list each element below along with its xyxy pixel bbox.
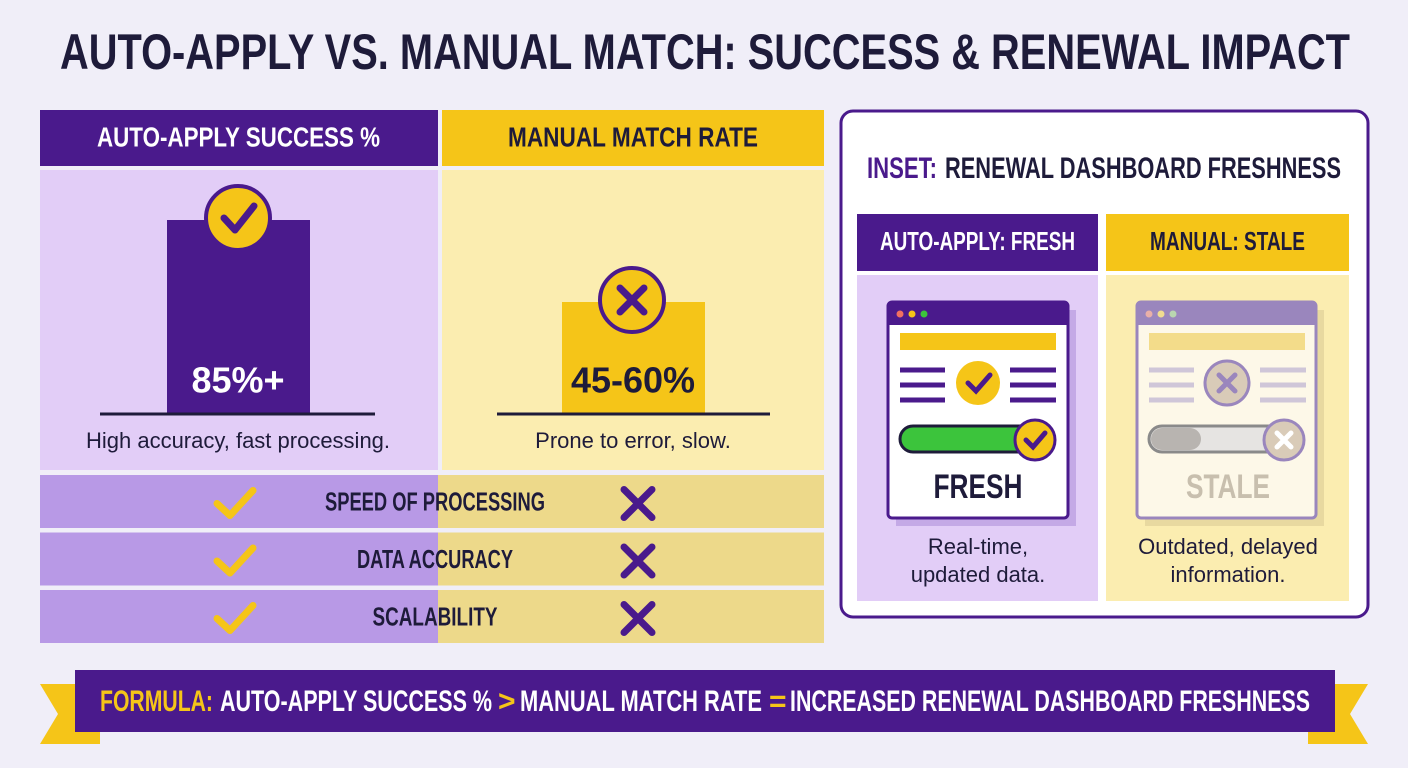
panel-header-text: MANUAL: STALE xyxy=(1150,226,1305,256)
column-header-text: AUTO-APPLY SUCCESS % xyxy=(97,121,380,152)
caption: High accuracy, fast processing. xyxy=(86,428,390,453)
status: STALE xyxy=(1186,468,1270,506)
value-label: 45-60% xyxy=(571,360,695,401)
status: FRESH xyxy=(934,468,1023,506)
criteria-cell xyxy=(438,475,824,528)
dot xyxy=(1157,310,1165,318)
check-badge xyxy=(1013,418,1057,462)
caption: updated data. xyxy=(911,562,1046,587)
criteria-cell xyxy=(438,590,824,643)
formula-ribbon xyxy=(75,670,1335,732)
panel-header xyxy=(1106,214,1349,271)
check-icon xyxy=(220,202,258,234)
dot xyxy=(920,310,928,318)
x-icon xyxy=(1216,372,1238,394)
value-label: 85%+ xyxy=(191,360,284,401)
x-icon xyxy=(1274,430,1294,450)
x-icon xyxy=(620,486,656,521)
dot xyxy=(896,310,904,318)
x-icon xyxy=(620,543,656,579)
header-bar xyxy=(1149,333,1305,350)
check-icon xyxy=(213,544,257,577)
check-icon xyxy=(1023,430,1048,451)
criteria-label: SCALABILITY xyxy=(373,601,498,631)
caption: Prone to error, slow. xyxy=(535,428,731,453)
check-icon xyxy=(965,372,993,395)
panel-header xyxy=(857,214,1098,271)
header-bar xyxy=(900,333,1056,350)
formula-operator: = xyxy=(769,685,787,718)
criteria-label: DATA ACCURACY xyxy=(357,544,513,574)
progress-fill xyxy=(1151,428,1201,450)
criteria-rows: SPEED OF PROCESSING DATA ACCURACY SCALABIL… xyxy=(40,475,824,643)
caption: Real-time, xyxy=(928,534,1028,559)
check-badge xyxy=(956,361,1000,405)
formula-term: INCREASED RENEWAL DASHBOARD FRESHNESS xyxy=(790,685,1310,718)
formula-term: AUTO-APPLY SUCCESS % xyxy=(220,685,492,718)
inset-title: RENEWAL DASHBOARD FRESHNESS xyxy=(945,152,1341,185)
formula-label: FORMULA: xyxy=(100,685,213,718)
column-header xyxy=(40,110,438,166)
caption: Outdated, delayed xyxy=(1138,534,1318,559)
criteria-label: SPEED OF PROCESSING xyxy=(325,486,545,516)
inset-label: INSET: xyxy=(867,152,937,185)
dot xyxy=(1145,310,1153,318)
x-icon xyxy=(616,284,648,316)
formula-operator: > xyxy=(498,685,516,718)
title: AUTO-APPLY VS. MANUAL MATCH: SUCCESS & R… xyxy=(60,24,1350,80)
browser-bar xyxy=(888,302,1068,325)
dot xyxy=(1169,310,1177,318)
formula-term: MANUAL MATCH RATE xyxy=(520,685,762,718)
text-lines xyxy=(900,367,1056,403)
text-lines xyxy=(1149,367,1306,403)
check-icon xyxy=(213,487,257,519)
panel-header-text: AUTO-APPLY: FRESH xyxy=(880,226,1075,256)
bar xyxy=(167,220,310,414)
criteria-cell xyxy=(438,532,824,586)
check-badge xyxy=(204,184,272,252)
browser-bar xyxy=(1137,302,1316,325)
column-header-text: MANUAL MATCH RATE xyxy=(508,121,758,152)
check-icon xyxy=(213,602,257,634)
x-icon xyxy=(620,601,656,636)
caption: information. xyxy=(1171,562,1286,587)
column-header xyxy=(442,110,824,166)
dot xyxy=(908,310,916,318)
